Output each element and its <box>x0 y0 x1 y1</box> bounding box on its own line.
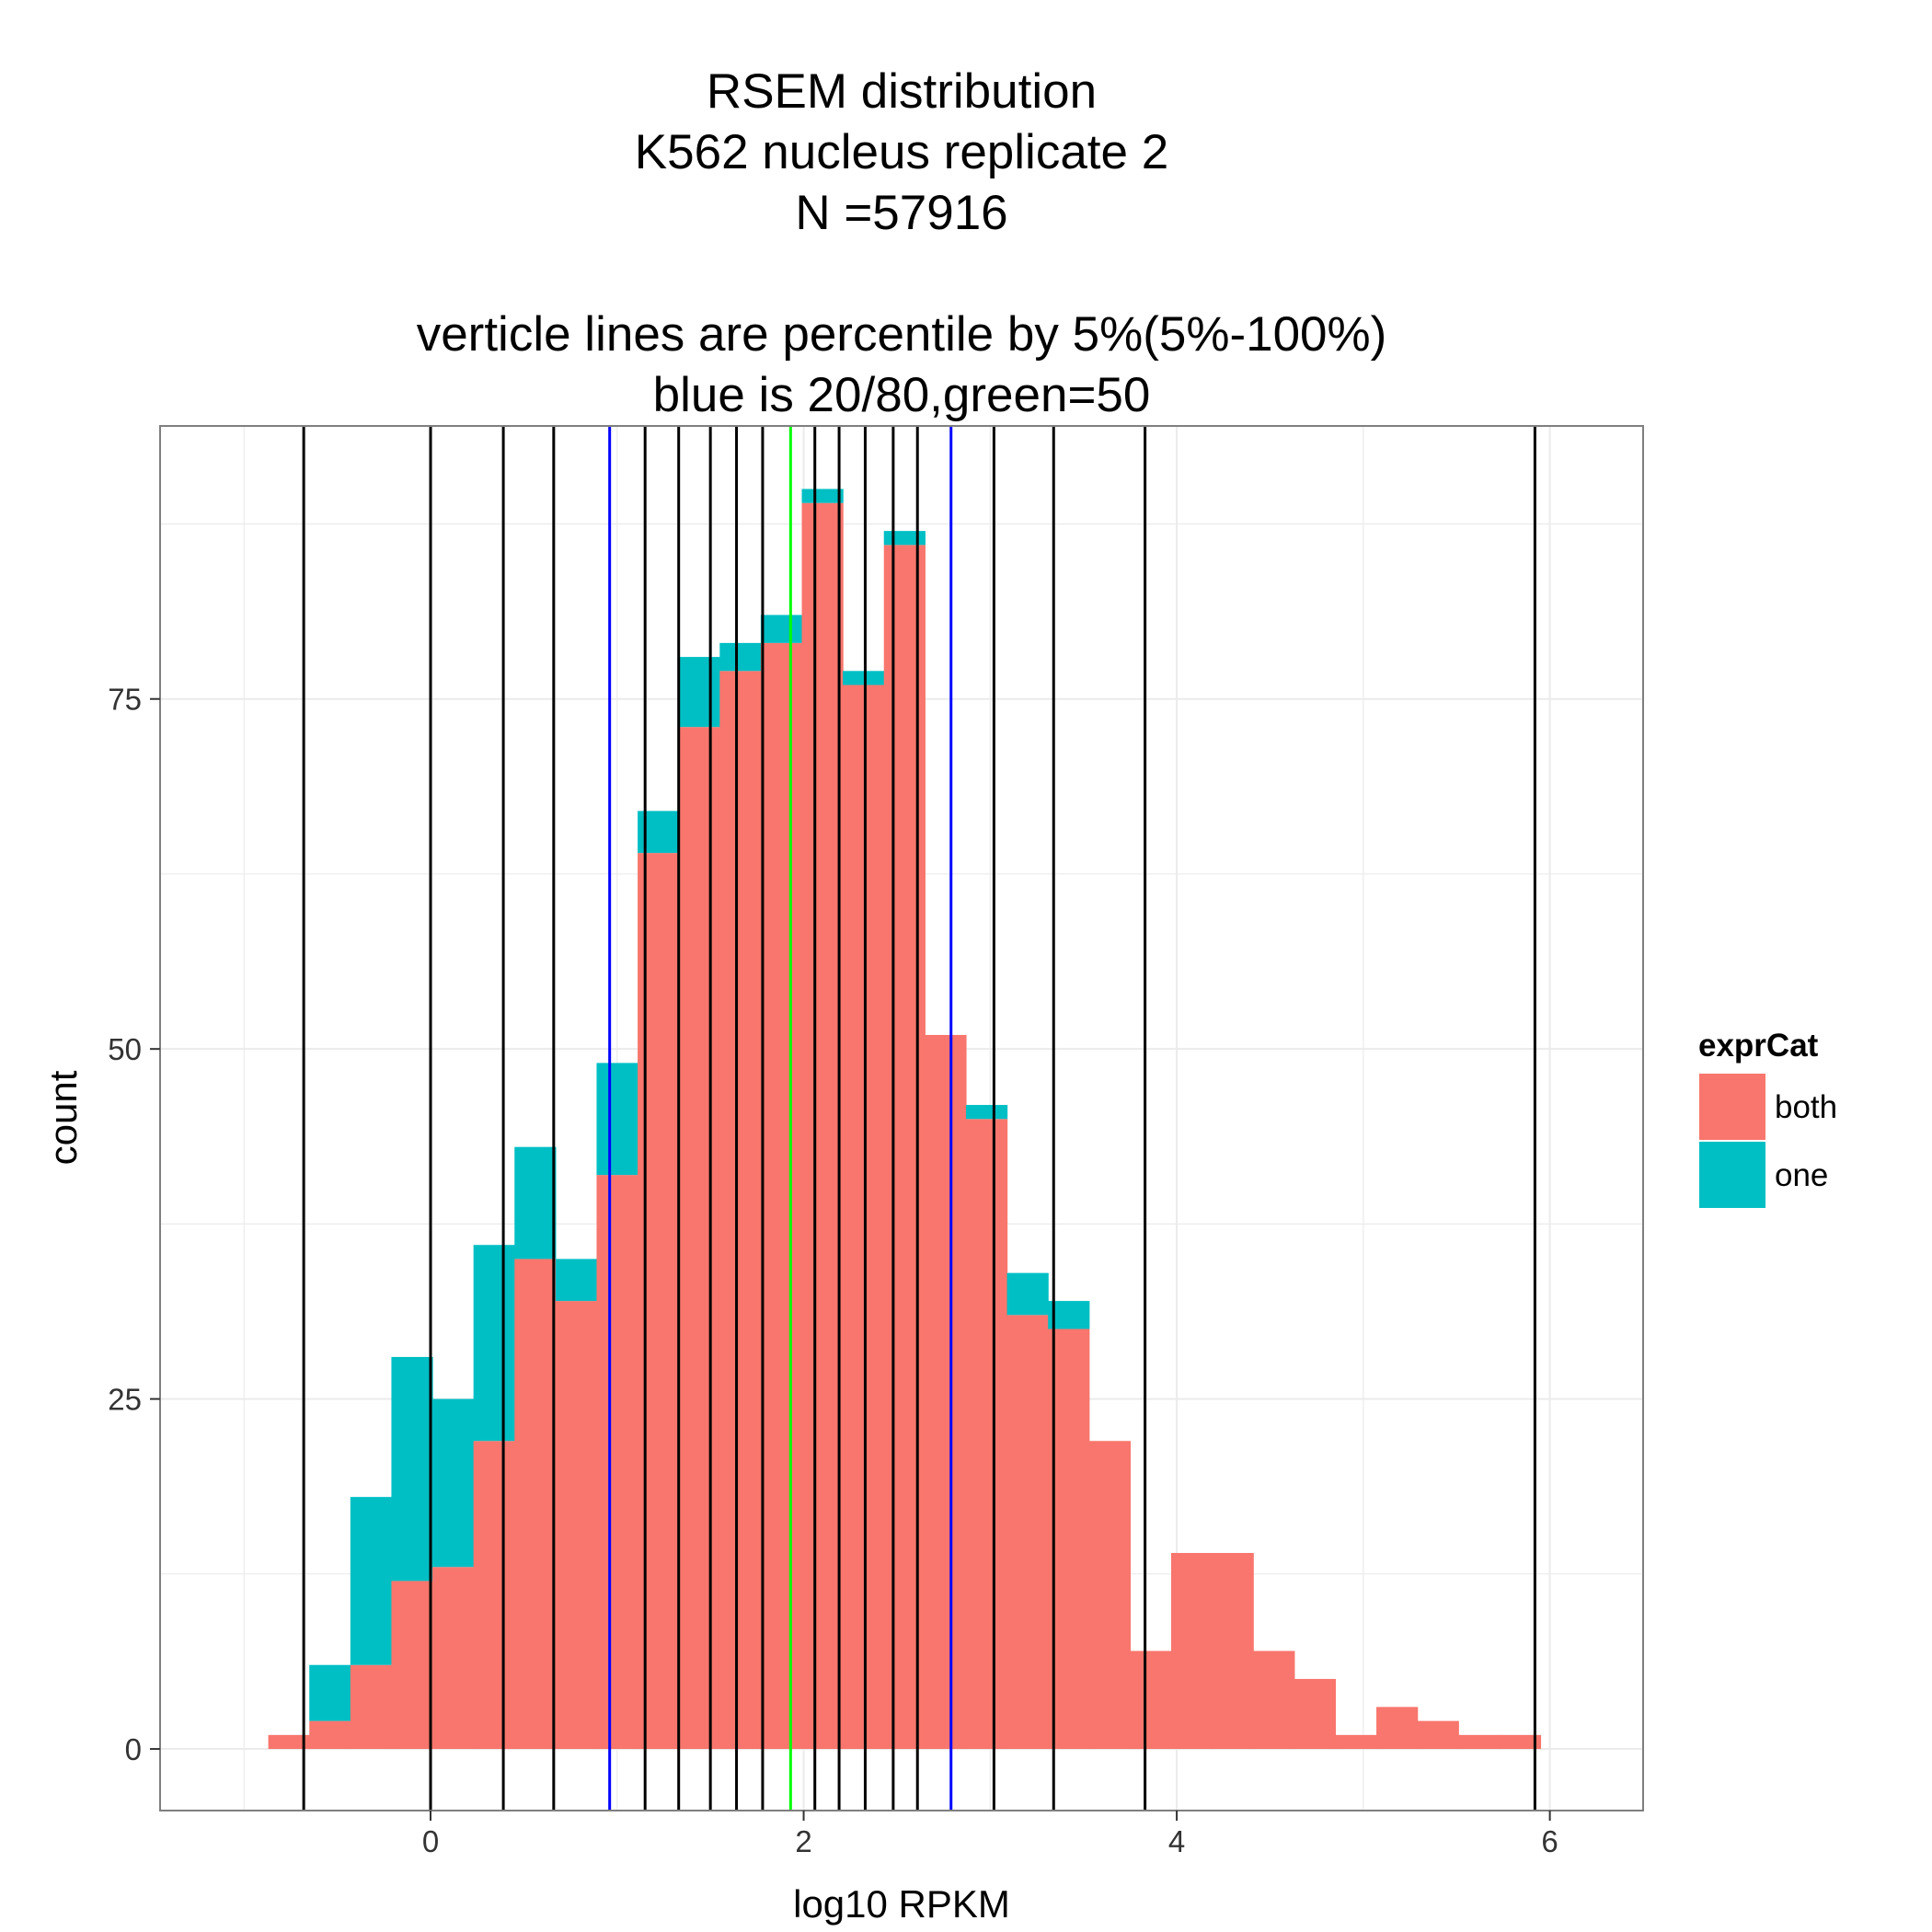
bar-one-8 <box>596 1063 638 1176</box>
title-line-2: K562 nucleus replicate 2 <box>635 125 1168 179</box>
bar-both-14 <box>843 684 885 1750</box>
bar-one-6 <box>514 1146 557 1259</box>
title-line-3: N =57916 <box>795 186 1007 240</box>
percentile-lines <box>302 426 1536 1811</box>
bar-both-30 <box>1499 1734 1542 1750</box>
bar-both-1 <box>309 1720 351 1750</box>
bar-both-8 <box>596 1175 638 1750</box>
y-axis-title: count <box>41 1070 85 1165</box>
bar-one-4 <box>432 1398 475 1568</box>
y-axis: 0 25 50 75 <box>108 683 160 1766</box>
chart-title: RSEM distribution K562 nucleus replicate… <box>417 64 1387 422</box>
bar-both-3 <box>391 1581 433 1750</box>
bar-both-25 <box>1294 1678 1337 1750</box>
bar-both-6 <box>514 1259 557 1750</box>
bar-one-13 <box>801 489 844 503</box>
bar-both-18 <box>1006 1315 1049 1750</box>
legend: exprCat both one <box>1697 1028 1837 1210</box>
bar-both-20 <box>1088 1441 1131 1750</box>
bar-both-22 <box>1170 1553 1213 1750</box>
x-tick-label: 0 <box>422 1824 439 1858</box>
bar-one-11 <box>719 642 762 672</box>
bar-one-18 <box>1006 1272 1049 1316</box>
bar-one-14 <box>843 671 885 685</box>
bar-one-1 <box>309 1664 351 1721</box>
bar-both-11 <box>719 671 762 1750</box>
bar-one-2 <box>350 1497 393 1665</box>
bar-one-12 <box>760 615 803 643</box>
legend-label-one: one <box>1775 1157 1828 1193</box>
legend-key-one <box>1697 1140 1767 1210</box>
bar-both-24 <box>1253 1650 1295 1750</box>
bar-one-15 <box>883 531 926 546</box>
bar-one-17 <box>965 1105 1008 1120</box>
bar-both-0 <box>268 1734 310 1750</box>
title-line-1: RSEM distribution <box>707 64 1097 119</box>
x-axis-title: log10 RPKM <box>793 1882 1010 1926</box>
title-line-6: blue is 20/80,green=50 <box>653 368 1151 422</box>
y-tick-label: 0 <box>125 1732 142 1766</box>
bar-both-10 <box>678 727 720 1750</box>
bar-both-12 <box>760 642 803 1750</box>
bar-both-26 <box>1335 1734 1377 1750</box>
bar-one-5 <box>473 1245 515 1442</box>
bar-both-16 <box>925 1034 967 1750</box>
x-tick-label: 2 <box>795 1824 811 1858</box>
bar-both-27 <box>1376 1707 1419 1750</box>
bar-both-29 <box>1458 1734 1501 1750</box>
bar-both-7 <box>555 1301 598 1750</box>
x-tick-label: 4 <box>1168 1824 1185 1858</box>
bar-both-13 <box>801 502 844 1750</box>
bar-both-23 <box>1212 1553 1254 1750</box>
legend-key-both <box>1697 1072 1767 1142</box>
bar-both-2 <box>350 1664 393 1750</box>
y-tick-label: 50 <box>108 1032 142 1066</box>
bar-one-7 <box>555 1259 598 1302</box>
bar-one-3 <box>391 1356 433 1581</box>
bar-one-10 <box>678 657 720 728</box>
y-tick-label: 25 <box>108 1383 142 1417</box>
histogram-bars <box>268 489 1542 1750</box>
legend-title: exprCat <box>1698 1028 1819 1064</box>
bar-both-5 <box>473 1441 515 1750</box>
x-tick-label: 6 <box>1541 1824 1558 1858</box>
bar-both-21 <box>1130 1650 1172 1750</box>
x-axis: 0 2 4 6 <box>422 1811 1558 1858</box>
title-line-5: verticle lines are percentile by 5%(5%-1… <box>417 307 1387 362</box>
plot-panel-border <box>159 425 1644 1811</box>
bar-both-4 <box>432 1567 475 1750</box>
bar-both-28 <box>1417 1720 1459 1750</box>
bar-both-15 <box>883 545 926 1750</box>
bar-both-17 <box>965 1119 1008 1750</box>
legend-label-both: both <box>1775 1089 1837 1125</box>
y-tick-label: 75 <box>108 683 142 717</box>
